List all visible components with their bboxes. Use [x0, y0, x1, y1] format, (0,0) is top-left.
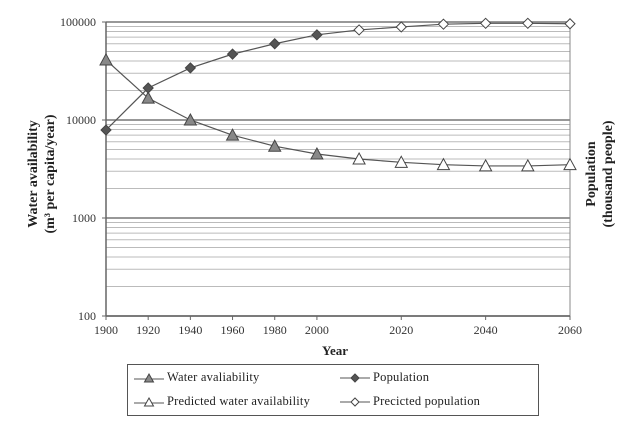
x-tick-label: 2000: [305, 323, 329, 337]
x-axis-title: Year: [322, 343, 348, 358]
diamond-marker: [100, 124, 112, 136]
y-tick-label: 10000: [66, 113, 96, 127]
x-tick-label: 2040: [474, 323, 498, 337]
triangle-marker: [183, 112, 198, 126]
legend-item-predicted-population: Precicted population: [340, 394, 480, 409]
series-line: [105, 34, 318, 131]
y-axis-left-title-line1: Water availability: [26, 120, 41, 228]
triangle-marker: [141, 91, 156, 104]
triangle-marker: [99, 52, 113, 66]
x-tick-label: 2060: [558, 323, 582, 337]
legend-label: Precicted population: [373, 394, 481, 408]
diamond-marker: [522, 17, 534, 30]
x-tick-label: 1980: [263, 323, 287, 337]
diamond-marker: [564, 18, 576, 30]
diamond-filled-icon: [340, 372, 370, 383]
triangle-marker: [225, 128, 240, 141]
series-line: [105, 59, 318, 155]
triangle-filled-icon: [134, 372, 164, 382]
y-axis-left-title-line2: (m³ per capita/year): [43, 114, 58, 234]
legend-label: Population: [373, 370, 430, 384]
triangle-marker: [520, 158, 535, 172]
legend-label: Predicted water availability: [167, 394, 311, 408]
diamond-marker: [184, 62, 197, 74]
y-axis-right-title: Population (thousand people): [583, 74, 617, 274]
triangle-marker: [478, 158, 493, 172]
legend-item-water: Water avaliability: [134, 370, 260, 385]
diamond-marker: [226, 48, 239, 60]
diamond-open-icon: [340, 396, 370, 407]
triangle-marker: [563, 157, 577, 171]
diamond-marker: [479, 17, 492, 30]
triangle-open-icon: [134, 396, 164, 406]
diamond-marker: [311, 29, 323, 41]
triangle-marker: [352, 151, 366, 165]
legend: Water avaliability Population Predicted …: [127, 364, 539, 416]
y-tick-label: 1000: [72, 211, 96, 225]
diamond-marker: [269, 38, 281, 50]
x-tick-label: 1900: [94, 323, 118, 337]
triangle-marker: [267, 139, 282, 152]
triangle-marker: [310, 146, 324, 160]
x-tick-label: 1920: [136, 323, 160, 337]
x-tick-label: 2020: [389, 323, 413, 337]
y-tick-label: 100: [78, 309, 96, 323]
diamond-marker: [395, 21, 407, 33]
legend-item-predicted-water: Predicted water availability: [134, 394, 310, 409]
legend-item-population: Population: [340, 370, 429, 385]
triangle-marker: [394, 155, 409, 168]
triangle-marker: [436, 157, 451, 171]
y-axis-right-title-line2: (thousand people): [601, 120, 616, 228]
diamond-marker: [437, 18, 450, 30]
legend-label: Water avaliability: [167, 370, 260, 384]
diamond-marker: [142, 82, 154, 94]
x-tick-label: 1960: [221, 323, 245, 337]
y-axis-left-title: Water availability (m³ per capita/year): [25, 74, 59, 274]
diamond-marker: [353, 24, 365, 36]
x-tick-label: 1940: [178, 323, 202, 337]
y-tick-label: 100000: [60, 15, 96, 29]
y-axis-right-title-line1: Population: [584, 141, 599, 207]
